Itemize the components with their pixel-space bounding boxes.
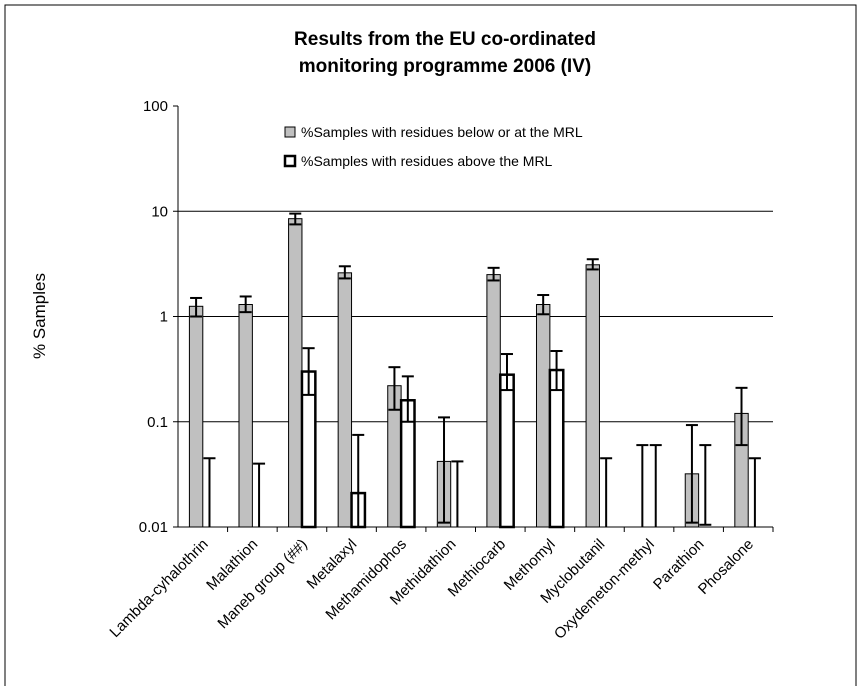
legend-swatch (283, 154, 297, 168)
bar (288, 218, 303, 528)
legend-label: %Samples with residues above the MRL (301, 153, 553, 169)
bar (535, 304, 551, 528)
y-axis-label: % Samples (30, 273, 49, 359)
y-tick-label: 0.01 (139, 519, 168, 536)
bar (188, 305, 204, 528)
bar (585, 264, 600, 528)
frame (4, 4, 857, 686)
chart-title: Results from the EU co-ordinated (294, 29, 596, 50)
legend-label: %Samples with residues below or at the M… (301, 124, 583, 140)
legend-swatch (284, 126, 296, 138)
bar (238, 304, 253, 528)
bar (337, 272, 353, 528)
y-tick-label: 10 (151, 203, 168, 220)
x-tick-label: Oxydemeton-methyl (551, 536, 658, 643)
chart-title: monitoring programme 2006 (IV) (299, 56, 591, 77)
bar (486, 274, 501, 528)
bar (548, 368, 565, 529)
y-tick-label: 1 (160, 309, 168, 326)
x-tick-label: Maneb group (##) (214, 536, 310, 632)
bar (499, 373, 515, 529)
y-tick-label: 0.1 (147, 414, 168, 431)
x-tick-label: Lambda-cyhalothrin (106, 536, 211, 641)
y-tick-label: 100 (143, 98, 168, 115)
